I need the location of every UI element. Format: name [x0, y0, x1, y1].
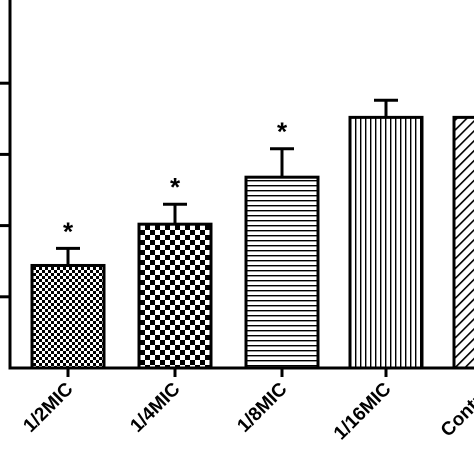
x-tick-label: 1/2MIC — [19, 378, 77, 436]
error-bars — [56, 98, 398, 266]
x-axis-ticks — [66, 368, 388, 377]
error-bar — [374, 98, 398, 118]
x-tick-label: 1/16MIC — [330, 378, 396, 444]
x-tick-labels: 1/2MIC 1/4MIC 1/8MIC 1/16MIC Control — [19, 378, 474, 444]
bar-control — [452, 115, 474, 370]
error-bar — [270, 147, 294, 178]
y-axis-ticks — [0, 81, 10, 299]
x-tick-label: Control — [437, 379, 474, 442]
bar-1-2mic — [30, 263, 106, 370]
significance-marker: * — [277, 117, 288, 147]
significance-markers: * * * — [63, 117, 288, 247]
significance-marker: * — [170, 172, 181, 202]
bar-1-8mic — [244, 175, 320, 370]
x-tick-label: 1/8MIC — [233, 378, 291, 436]
error-bar — [163, 202, 187, 225]
bar-series — [30, 115, 474, 370]
error-bar — [56, 246, 80, 266]
x-tick-label: 1/4MIC — [126, 378, 184, 436]
significance-marker: * — [63, 216, 74, 246]
bar-1-4mic — [137, 222, 213, 370]
bar-1-16mic — [348, 115, 424, 370]
